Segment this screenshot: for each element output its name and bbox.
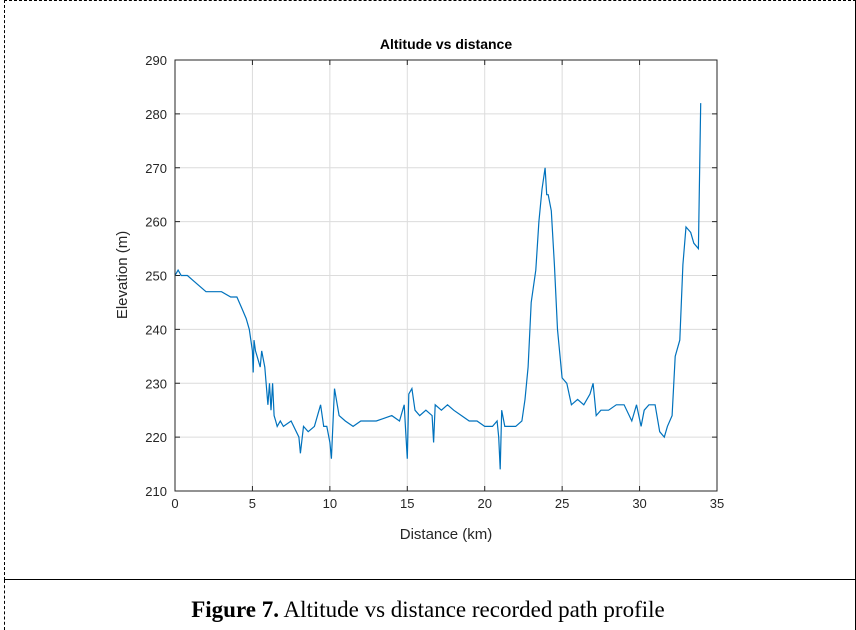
y-tick-label: 230 [145, 376, 167, 391]
y-tick-label: 280 [145, 107, 167, 122]
caption-divider [4, 579, 856, 580]
x-tick-label: 25 [555, 496, 569, 511]
frame-left-border [4, 580, 5, 630]
y-axis-label: Elevation (m) [114, 231, 131, 319]
altitude-chart: 0 5 10 15 20 25 30 35 210 220 230 240 250 260 270 280 29… [114, 36, 724, 543]
y-tick-label: 240 [145, 322, 167, 337]
x-tick-label: 15 [400, 496, 414, 511]
x-tick-label: 35 [710, 496, 724, 511]
x-tick-label: 30 [632, 496, 646, 511]
caption-text: Altitude vs distance recorded path profi… [283, 597, 665, 622]
y-tick-label: 250 [145, 269, 167, 284]
x-tick-label: 0 [171, 496, 178, 511]
x-tick-label: 5 [249, 496, 256, 511]
figure-caption: Figure 7. Altitude vs distance recorded … [0, 597, 856, 623]
y-tick-label: 260 [145, 215, 167, 230]
x-axis-label: Distance (km) [400, 526, 493, 543]
chart-title: Altitude vs distance [380, 36, 512, 52]
plot-border [174, 59, 718, 492]
x-tick-label: 20 [477, 496, 491, 511]
elevation-series-line [174, 103, 702, 470]
x-tick-label: 10 [323, 496, 337, 511]
y-tick-label: 220 [145, 430, 167, 445]
y-tick-label: 290 [145, 53, 167, 68]
y-tick-label: 270 [145, 161, 167, 176]
caption-label: Figure 7. [191, 597, 279, 622]
y-tick-label: 210 [145, 484, 167, 499]
